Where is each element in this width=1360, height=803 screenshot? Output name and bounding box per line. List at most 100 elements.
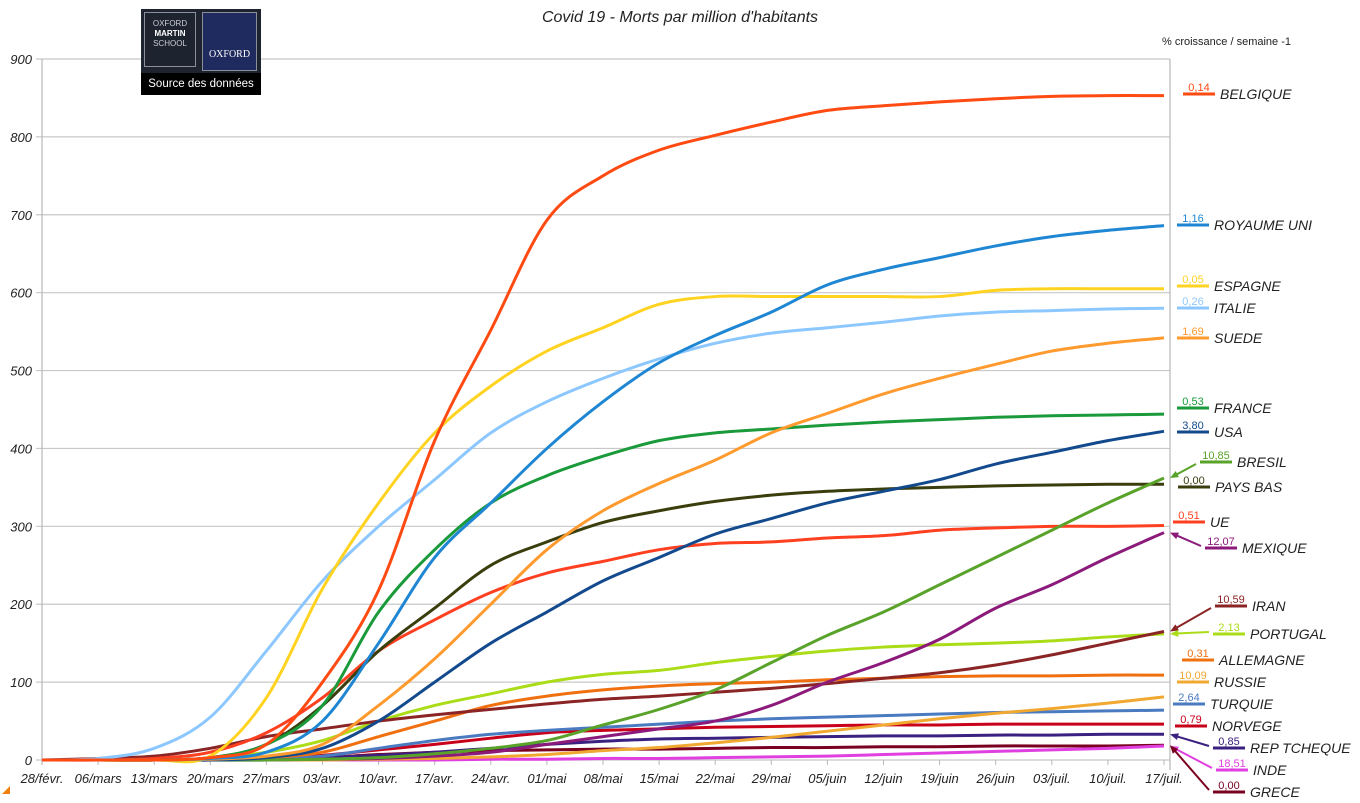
logo-text: SCHOOL (153, 39, 187, 48)
series-line-royaume-uni (41, 224, 1165, 762)
legend-growth-grece: 0,00 (1218, 780, 1239, 792)
legend-growth-espagne: 0,05 (1182, 274, 1203, 286)
x-tick-label: 03/avr. (303, 771, 342, 786)
legend-growth-norvege: 0,79 (1180, 714, 1201, 726)
y-tick-label: 0 (25, 753, 33, 768)
legend-label-pays-bas: PAYS BAS (1215, 479, 1283, 495)
arrow-rep-tcheque (1175, 735, 1210, 747)
x-tick-label: 17/avr. (415, 771, 454, 786)
arrow-inde (1174, 747, 1213, 769)
x-tick-label: 10/avr. (359, 771, 398, 786)
legend-growth-pays-bas: 0,00 (1183, 475, 1204, 487)
oxford-source-logo[interactable]: OXFORD MARTIN SCHOOL OXFORD Source des d… (141, 9, 261, 95)
logo-text: OXFORD (208, 49, 251, 60)
arrow-portugal (1175, 631, 1210, 635)
legend-growth-rep-tcheque: 0,85 (1218, 736, 1239, 748)
legend-label-espagne: ESPAGNE (1214, 278, 1281, 294)
x-tick-label: 20/mars (186, 771, 234, 786)
y-tick-label: 200 (9, 597, 32, 612)
x-tick-label: 15/mai (640, 771, 680, 786)
university-of-oxford-logo: OXFORD (202, 12, 257, 71)
y-tick-label: 600 (10, 286, 32, 301)
x-tick-label: 27/mars (242, 771, 290, 786)
y-tick-label: 400 (10, 441, 32, 456)
legend-growth-ue: 0,51 (1178, 510, 1199, 522)
series-line-ue (41, 524, 1165, 762)
legend-label-portugal: PORTUGAL (1250, 626, 1327, 642)
legend-growth-royaume-uni: 1,16 (1182, 213, 1203, 225)
legend-growth-inde: 18,51 (1218, 758, 1246, 770)
x-tick-label: 12/juin (864, 771, 902, 786)
y-tick-label: 500 (10, 364, 32, 379)
oxford-martin-school-logo: OXFORD MARTIN SCHOOL (144, 12, 196, 67)
x-tick-label: 28/févr. (20, 771, 64, 786)
arrow-bresil (1174, 463, 1197, 477)
legend-label-rep-tcheque: REP TCHEQUE (1250, 740, 1351, 756)
legend-label-mexique: MEXIQUE (1242, 540, 1307, 556)
series-line-france (41, 412, 1165, 762)
legend-label-allemagne: ALLEMAGNE (1218, 652, 1305, 668)
y-tick-label: 800 (10, 130, 32, 145)
x-tick-label: 17/juil. (1145, 771, 1183, 786)
arrow-grece (1173, 749, 1210, 791)
x-tick-label: 24/avr. (470, 771, 510, 786)
x-tick-label: 06/mars (75, 771, 122, 786)
arrowhead-icon (1170, 745, 1179, 754)
y-tick-label: 300 (10, 519, 32, 534)
series-line-italie (41, 306, 1165, 762)
logo-text: OXFORD (152, 19, 188, 28)
logo-text: MARTIN (154, 29, 186, 38)
arrowhead-icon (1170, 624, 1179, 632)
legend-label-suede: SUEDE (1214, 330, 1263, 346)
arrowhead-icon (1170, 629, 1179, 637)
x-tick-label: 01/mai (527, 771, 567, 786)
series-line-belgique (41, 94, 1165, 762)
legend-label-belgique: BELGIQUE (1220, 86, 1292, 102)
legend-header: % croissance / semaine -1 (1162, 36, 1291, 48)
legend-growth-portugal: 2,13 (1218, 622, 1239, 634)
legend-growth-bresil: 10,85 (1202, 450, 1230, 462)
legend-growth-france: 0,53 (1182, 396, 1203, 408)
x-tick-label: 19/juin (920, 771, 958, 786)
arrow-mexique (1175, 534, 1202, 547)
legend-label-royaume-uni: ROYAUME UNI (1214, 217, 1312, 233)
legend-growth-mexique: 12,07 (1207, 536, 1235, 548)
series-line-espagne (41, 287, 1164, 764)
legend-label-inde: INDE (1253, 762, 1287, 778)
x-tick-label: 26/juin (976, 771, 1015, 786)
legend-label-turquie: TURQUIE (1210, 696, 1274, 712)
legend-growth-turquie: 2,64 (1178, 692, 1199, 704)
legend-growth-suede: 1,69 (1182, 326, 1203, 338)
legend-growth-allemagne: 0,31 (1187, 648, 1208, 660)
legend-label-grece: GRECE (1250, 784, 1300, 800)
legend-label-russie: RUSSIE (1214, 674, 1267, 690)
x-tick-label: 22/mai (695, 771, 736, 786)
series-line-usa (41, 429, 1165, 762)
resize-handle-icon (2, 786, 10, 794)
legend-growth-italie: 0,26 (1182, 296, 1203, 308)
legend-label-france: FRANCE (1214, 400, 1272, 416)
chart-title: Covid 19 - Morts par million d'habitants (542, 9, 818, 26)
source-link[interactable]: Source des données (141, 73, 261, 95)
x-tick-label: 03/juil. (1033, 771, 1071, 786)
legend-label-bresil: BRESIL (1237, 454, 1287, 470)
legend-growth-russie: 10,09 (1179, 670, 1207, 682)
legend-growth-usa: 3,80 (1182, 420, 1203, 432)
y-tick-label: 700 (10, 208, 32, 223)
arrowhead-icon (1170, 733, 1179, 741)
arrowhead-icon (1170, 471, 1179, 479)
y-tick-label: 100 (10, 675, 32, 690)
legend-label-italie: ITALIE (1214, 300, 1256, 316)
arrow-iran (1174, 607, 1212, 630)
legend-growth-belgique: 0,14 (1188, 82, 1209, 94)
y-tick-label: 900 (10, 52, 32, 67)
x-tick-label: 08/mai (583, 771, 623, 786)
x-tick-label: 13/mars (131, 771, 178, 786)
x-tick-label: 29/mai (751, 771, 792, 786)
legend-label-norvege: NORVEGE (1212, 718, 1282, 734)
legend-label-usa: USA (1214, 424, 1243, 440)
legend-growth-iran: 10,59 (1217, 594, 1245, 606)
arrowhead-icon (1170, 532, 1179, 540)
legend-label-iran: IRAN (1252, 598, 1286, 614)
